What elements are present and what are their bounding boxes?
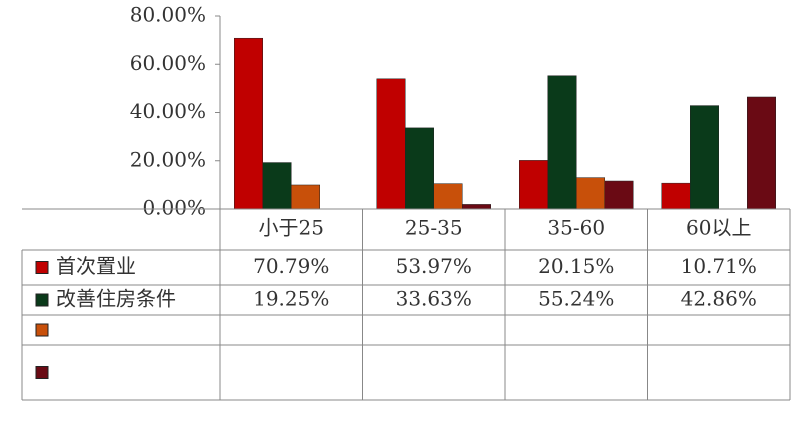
- value-label: 20.15%: [538, 254, 614, 278]
- value-label: 53.97%: [396, 254, 472, 278]
- bar: [661, 182, 691, 210]
- y-tick-label: 60.00%: [130, 51, 206, 75]
- y-tick-label: 20.00%: [130, 147, 206, 171]
- bar: [405, 127, 434, 210]
- bar: [291, 184, 320, 210]
- x-tick-label: 小于25: [259, 216, 324, 240]
- value-label: 33.63%: [396, 287, 472, 311]
- value-label: 10.71%: [681, 254, 757, 278]
- legend-swatch: [35, 293, 49, 307]
- value-label: 55.24%: [538, 287, 614, 311]
- x-tick-label: 25-35: [405, 216, 463, 240]
- y-tick-label: 0.00%: [142, 196, 206, 220]
- value-label: 70.79%: [253, 254, 329, 278]
- legend-swatch: [35, 366, 49, 379]
- bar: [234, 37, 263, 210]
- bar: [262, 162, 292, 210]
- bar: [519, 160, 548, 210]
- value-label: 42.86%: [681, 287, 757, 311]
- x-tick-label: 60以上: [686, 216, 751, 240]
- bar: [690, 105, 719, 210]
- legend-label: 改善住房条件: [56, 287, 176, 311]
- bar: [547, 75, 577, 210]
- bar: [747, 96, 776, 210]
- x-tick-label: 35-60: [547, 216, 605, 240]
- value-label: 19.25%: [253, 287, 329, 311]
- y-tick-label: 80.00%: [130, 3, 206, 27]
- bar: [376, 78, 406, 210]
- bar: [576, 177, 605, 210]
- legend-swatch: [35, 261, 49, 274]
- legend-swatch: [35, 323, 49, 337]
- bar: [604, 180, 634, 210]
- legend-label: 首次置业: [56, 254, 136, 278]
- bar: [462, 204, 491, 210]
- bar: [433, 183, 463, 210]
- y-tick-label: 40.00%: [130, 99, 206, 123]
